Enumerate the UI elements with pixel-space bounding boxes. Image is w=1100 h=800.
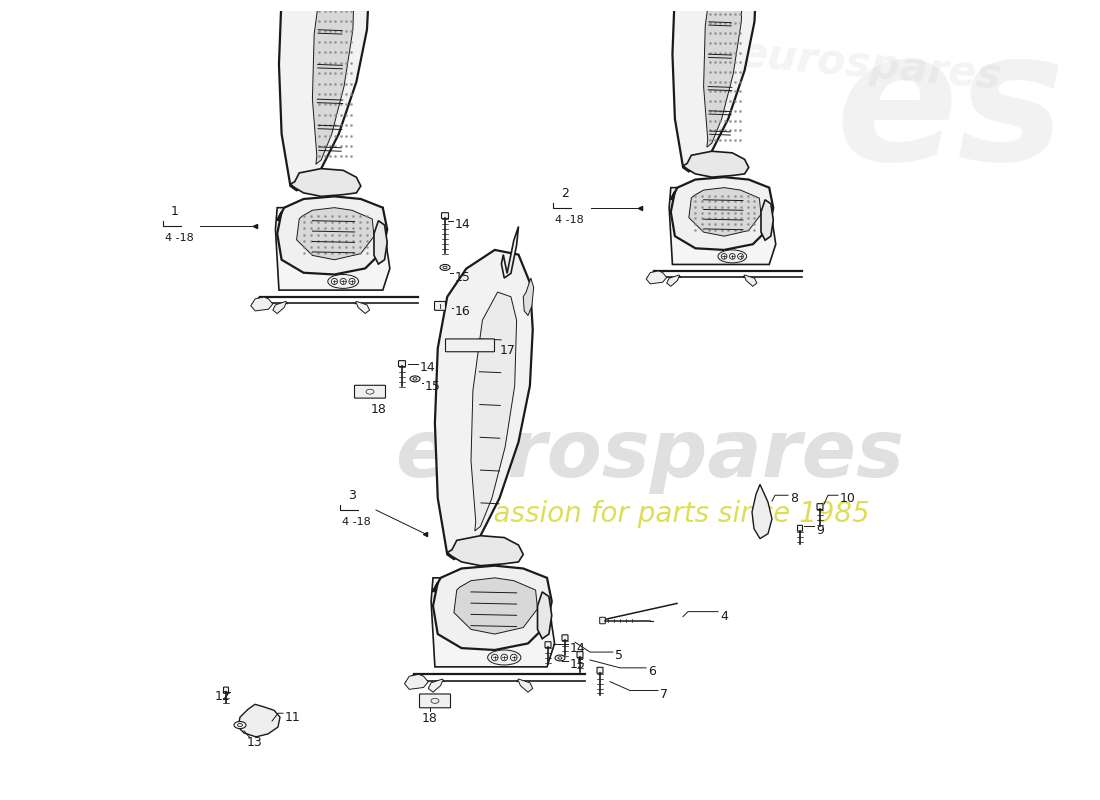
Polygon shape bbox=[667, 275, 681, 286]
FancyBboxPatch shape bbox=[562, 635, 568, 641]
Polygon shape bbox=[251, 297, 273, 311]
Text: 8: 8 bbox=[790, 492, 798, 506]
FancyBboxPatch shape bbox=[441, 213, 449, 218]
Ellipse shape bbox=[440, 265, 450, 270]
Polygon shape bbox=[434, 250, 532, 559]
FancyBboxPatch shape bbox=[600, 618, 605, 624]
Text: eurospares: eurospares bbox=[396, 416, 904, 494]
Ellipse shape bbox=[556, 655, 565, 661]
Polygon shape bbox=[433, 566, 552, 650]
Polygon shape bbox=[517, 679, 532, 692]
Polygon shape bbox=[502, 226, 518, 278]
Ellipse shape bbox=[238, 723, 242, 726]
Text: 1: 1 bbox=[172, 205, 179, 218]
FancyBboxPatch shape bbox=[354, 386, 385, 398]
Polygon shape bbox=[312, 0, 354, 164]
Ellipse shape bbox=[718, 250, 747, 263]
Polygon shape bbox=[297, 208, 374, 260]
Text: 4: 4 bbox=[720, 610, 728, 622]
Polygon shape bbox=[672, 0, 757, 171]
FancyBboxPatch shape bbox=[597, 667, 603, 674]
Polygon shape bbox=[671, 177, 773, 250]
FancyBboxPatch shape bbox=[398, 361, 406, 366]
Text: 7: 7 bbox=[660, 687, 668, 701]
Polygon shape bbox=[689, 188, 761, 236]
Polygon shape bbox=[354, 302, 370, 314]
Text: 14: 14 bbox=[420, 361, 436, 374]
Ellipse shape bbox=[410, 376, 420, 382]
Ellipse shape bbox=[412, 378, 417, 380]
Text: 3: 3 bbox=[348, 489, 356, 502]
Text: 15: 15 bbox=[425, 380, 441, 393]
Text: 14: 14 bbox=[455, 218, 471, 231]
Polygon shape bbox=[646, 271, 667, 284]
Polygon shape bbox=[538, 592, 552, 638]
Text: eurospares: eurospares bbox=[737, 33, 1003, 98]
Polygon shape bbox=[374, 221, 387, 264]
Polygon shape bbox=[273, 302, 288, 314]
Polygon shape bbox=[742, 275, 757, 286]
Text: 12: 12 bbox=[214, 690, 231, 702]
Polygon shape bbox=[471, 292, 517, 531]
Text: 16: 16 bbox=[455, 305, 471, 318]
Polygon shape bbox=[752, 485, 772, 538]
Polygon shape bbox=[405, 674, 428, 690]
Text: 13: 13 bbox=[248, 736, 263, 749]
Text: 4 -18: 4 -18 bbox=[342, 517, 371, 527]
Polygon shape bbox=[428, 679, 444, 692]
Polygon shape bbox=[431, 578, 554, 667]
Polygon shape bbox=[290, 169, 361, 196]
Text: es: es bbox=[835, 22, 1065, 198]
Text: 17: 17 bbox=[500, 344, 516, 358]
Text: 15: 15 bbox=[455, 271, 471, 284]
Polygon shape bbox=[683, 151, 749, 177]
Text: 6: 6 bbox=[648, 665, 656, 678]
Text: 10: 10 bbox=[840, 492, 856, 506]
Text: 4 -18: 4 -18 bbox=[556, 215, 584, 225]
Text: 18: 18 bbox=[422, 712, 438, 726]
Ellipse shape bbox=[487, 650, 521, 665]
Text: 2: 2 bbox=[561, 187, 569, 200]
Text: 15: 15 bbox=[570, 658, 586, 671]
Polygon shape bbox=[524, 278, 534, 315]
Polygon shape bbox=[454, 578, 538, 634]
FancyBboxPatch shape bbox=[578, 651, 583, 658]
Text: 11: 11 bbox=[285, 711, 300, 724]
Polygon shape bbox=[761, 200, 773, 240]
Polygon shape bbox=[238, 704, 280, 737]
Text: 14: 14 bbox=[570, 642, 585, 655]
Polygon shape bbox=[669, 188, 775, 265]
Polygon shape bbox=[279, 0, 370, 190]
FancyBboxPatch shape bbox=[817, 504, 823, 510]
FancyBboxPatch shape bbox=[419, 694, 451, 708]
Text: 5: 5 bbox=[615, 649, 623, 662]
Ellipse shape bbox=[328, 274, 359, 288]
Ellipse shape bbox=[558, 657, 562, 659]
Text: 9: 9 bbox=[816, 524, 824, 537]
Text: 18: 18 bbox=[371, 402, 387, 415]
Polygon shape bbox=[448, 536, 524, 566]
Polygon shape bbox=[277, 196, 387, 274]
FancyBboxPatch shape bbox=[544, 642, 551, 648]
Polygon shape bbox=[704, 0, 742, 147]
Ellipse shape bbox=[234, 722, 246, 729]
FancyBboxPatch shape bbox=[798, 526, 803, 531]
Text: 4 -18: 4 -18 bbox=[165, 233, 194, 243]
FancyBboxPatch shape bbox=[446, 339, 495, 352]
Text: a passion for parts since 1985: a passion for parts since 1985 bbox=[450, 500, 870, 528]
Ellipse shape bbox=[443, 266, 447, 269]
FancyBboxPatch shape bbox=[434, 302, 446, 310]
Polygon shape bbox=[275, 208, 389, 290]
FancyBboxPatch shape bbox=[223, 687, 229, 693]
